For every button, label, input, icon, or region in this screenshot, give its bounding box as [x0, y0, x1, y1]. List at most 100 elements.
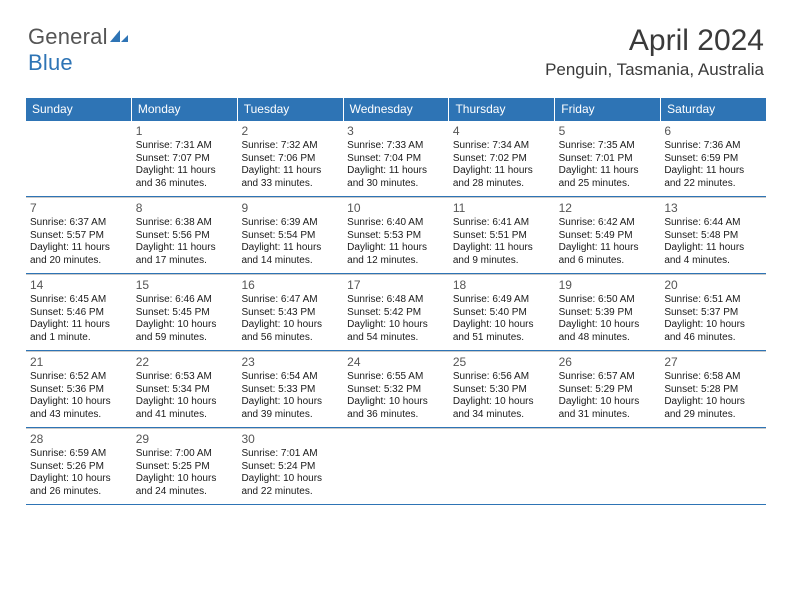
day-cell: [26, 121, 132, 196]
week-row: 28Sunrise: 6:59 AMSunset: 5:26 PMDayligh…: [26, 428, 766, 505]
sunrise-line: Sunrise: 6:42 AM: [559, 217, 657, 230]
sunrise-line: Sunrise: 7:33 AM: [347, 140, 445, 153]
sunset-line: Sunset: 5:24 PM: [241, 461, 339, 474]
day-number: 10: [347, 201, 445, 216]
sunrise-line: Sunrise: 6:38 AM: [136, 217, 234, 230]
day-cell: 18Sunrise: 6:49 AMSunset: 5:40 PMDayligh…: [449, 274, 555, 350]
sunset-line: Sunset: 7:04 PM: [347, 153, 445, 166]
day-cell: [660, 428, 766, 504]
daylight-line: Daylight: 10 hours and 22 minutes.: [241, 473, 339, 498]
sunrise-line: Sunrise: 6:55 AM: [347, 371, 445, 384]
day-number: 13: [664, 201, 762, 216]
sunrise-line: Sunrise: 6:40 AM: [347, 217, 445, 230]
sunrise-line: Sunrise: 6:41 AM: [453, 217, 551, 230]
sunset-line: Sunset: 5:26 PM: [30, 461, 128, 474]
day-number: 22: [136, 355, 234, 370]
day-header: Tuesday: [238, 98, 344, 121]
daylight-line: Daylight: 11 hours and 20 minutes.: [30, 242, 128, 267]
sunrise-line: Sunrise: 6:57 AM: [559, 371, 657, 384]
day-header: Friday: [555, 98, 661, 121]
sunrise-line: Sunrise: 7:01 AM: [241, 448, 339, 461]
day-cell: [449, 428, 555, 504]
day-cell: 17Sunrise: 6:48 AMSunset: 5:42 PMDayligh…: [343, 274, 449, 350]
week-row: 7Sunrise: 6:37 AMSunset: 5:57 PMDaylight…: [26, 197, 766, 274]
sunset-line: Sunset: 5:42 PM: [347, 307, 445, 320]
sunset-line: Sunset: 5:49 PM: [559, 230, 657, 243]
day-cell: 7Sunrise: 6:37 AMSunset: 5:57 PMDaylight…: [26, 197, 132, 273]
brand-logo: GeneralBlue: [28, 24, 130, 76]
day-cell: 27Sunrise: 6:58 AMSunset: 5:28 PMDayligh…: [660, 351, 766, 427]
day-cell: 19Sunrise: 6:50 AMSunset: 5:39 PMDayligh…: [555, 274, 661, 350]
sunrise-line: Sunrise: 6:56 AM: [453, 371, 551, 384]
daylight-line: Daylight: 10 hours and 59 minutes.: [136, 319, 234, 344]
day-cell: 25Sunrise: 6:56 AMSunset: 5:30 PMDayligh…: [449, 351, 555, 427]
daylight-line: Daylight: 11 hours and 4 minutes.: [664, 242, 762, 267]
daylight-line: Daylight: 11 hours and 30 minutes.: [347, 165, 445, 190]
sunset-line: Sunset: 5:54 PM: [241, 230, 339, 243]
day-number: 20: [664, 278, 762, 293]
day-number: 9: [241, 201, 339, 216]
sunset-line: Sunset: 6:59 PM: [664, 153, 762, 166]
day-cell: 12Sunrise: 6:42 AMSunset: 5:49 PMDayligh…: [555, 197, 661, 273]
daylight-line: Daylight: 10 hours and 24 minutes.: [136, 473, 234, 498]
day-number: 26: [559, 355, 657, 370]
sail-icon: [108, 24, 130, 49]
day-number: 4: [453, 124, 551, 139]
day-number: 23: [241, 355, 339, 370]
day-number: 27: [664, 355, 762, 370]
daylight-line: Daylight: 10 hours and 43 minutes.: [30, 396, 128, 421]
calendar-table: SundayMondayTuesdayWednesdayThursdayFrid…: [26, 98, 766, 505]
sunset-line: Sunset: 5:45 PM: [136, 307, 234, 320]
sunset-line: Sunset: 5:48 PM: [664, 230, 762, 243]
day-cell: [343, 428, 449, 504]
sunset-line: Sunset: 5:40 PM: [453, 307, 551, 320]
sunset-line: Sunset: 7:06 PM: [241, 153, 339, 166]
day-number: 17: [347, 278, 445, 293]
daylight-line: Daylight: 10 hours and 51 minutes.: [453, 319, 551, 344]
sunrise-line: Sunrise: 6:44 AM: [664, 217, 762, 230]
day-number: 8: [136, 201, 234, 216]
sunrise-line: Sunrise: 6:59 AM: [30, 448, 128, 461]
sunrise-line: Sunrise: 7:32 AM: [241, 140, 339, 153]
sunrise-line: Sunrise: 6:39 AM: [241, 217, 339, 230]
daylight-line: Daylight: 11 hours and 17 minutes.: [136, 242, 234, 267]
sunset-line: Sunset: 5:36 PM: [30, 384, 128, 397]
day-cell: 6Sunrise: 7:36 AMSunset: 6:59 PMDaylight…: [660, 121, 766, 196]
day-cell: 20Sunrise: 6:51 AMSunset: 5:37 PMDayligh…: [660, 274, 766, 350]
sunrise-line: Sunrise: 7:34 AM: [453, 140, 551, 153]
sunrise-line: Sunrise: 6:45 AM: [30, 294, 128, 307]
sunrise-line: Sunrise: 6:47 AM: [241, 294, 339, 307]
daylight-line: Daylight: 11 hours and 14 minutes.: [241, 242, 339, 267]
title-block: April 2024 Penguin, Tasmania, Australia: [545, 24, 764, 80]
day-cell: 22Sunrise: 6:53 AMSunset: 5:34 PMDayligh…: [132, 351, 238, 427]
day-number: 11: [453, 201, 551, 216]
day-cell: 3Sunrise: 7:33 AMSunset: 7:04 PMDaylight…: [343, 121, 449, 196]
day-number: 7: [30, 201, 128, 216]
day-cell: 14Sunrise: 6:45 AMSunset: 5:46 PMDayligh…: [26, 274, 132, 350]
daylight-line: Daylight: 11 hours and 6 minutes.: [559, 242, 657, 267]
sunset-line: Sunset: 5:25 PM: [136, 461, 234, 474]
day-cell: 29Sunrise: 7:00 AMSunset: 5:25 PMDayligh…: [132, 428, 238, 504]
daylight-line: Daylight: 10 hours and 26 minutes.: [30, 473, 128, 498]
location-subtitle: Penguin, Tasmania, Australia: [545, 60, 764, 80]
sunrise-line: Sunrise: 7:35 AM: [559, 140, 657, 153]
page-header: GeneralBlue April 2024 Penguin, Tasmania…: [0, 0, 792, 90]
day-number: 12: [559, 201, 657, 216]
day-number: 16: [241, 278, 339, 293]
sunrise-line: Sunrise: 6:58 AM: [664, 371, 762, 384]
day-header: Sunday: [26, 98, 132, 121]
daylight-line: Daylight: 11 hours and 28 minutes.: [453, 165, 551, 190]
sunset-line: Sunset: 5:34 PM: [136, 384, 234, 397]
day-number: 25: [453, 355, 551, 370]
day-number: 30: [241, 432, 339, 447]
sunrise-line: Sunrise: 6:46 AM: [136, 294, 234, 307]
daylight-line: Daylight: 10 hours and 36 minutes.: [347, 396, 445, 421]
sunset-line: Sunset: 7:01 PM: [559, 153, 657, 166]
daylight-line: Daylight: 10 hours and 54 minutes.: [347, 319, 445, 344]
day-cell: 26Sunrise: 6:57 AMSunset: 5:29 PMDayligh…: [555, 351, 661, 427]
day-cell: 1Sunrise: 7:31 AMSunset: 7:07 PMDaylight…: [132, 121, 238, 196]
day-cell: 21Sunrise: 6:52 AMSunset: 5:36 PMDayligh…: [26, 351, 132, 427]
day-cell: 24Sunrise: 6:55 AMSunset: 5:32 PMDayligh…: [343, 351, 449, 427]
brand-name: GeneralBlue: [28, 24, 130, 76]
sunset-line: Sunset: 7:02 PM: [453, 153, 551, 166]
